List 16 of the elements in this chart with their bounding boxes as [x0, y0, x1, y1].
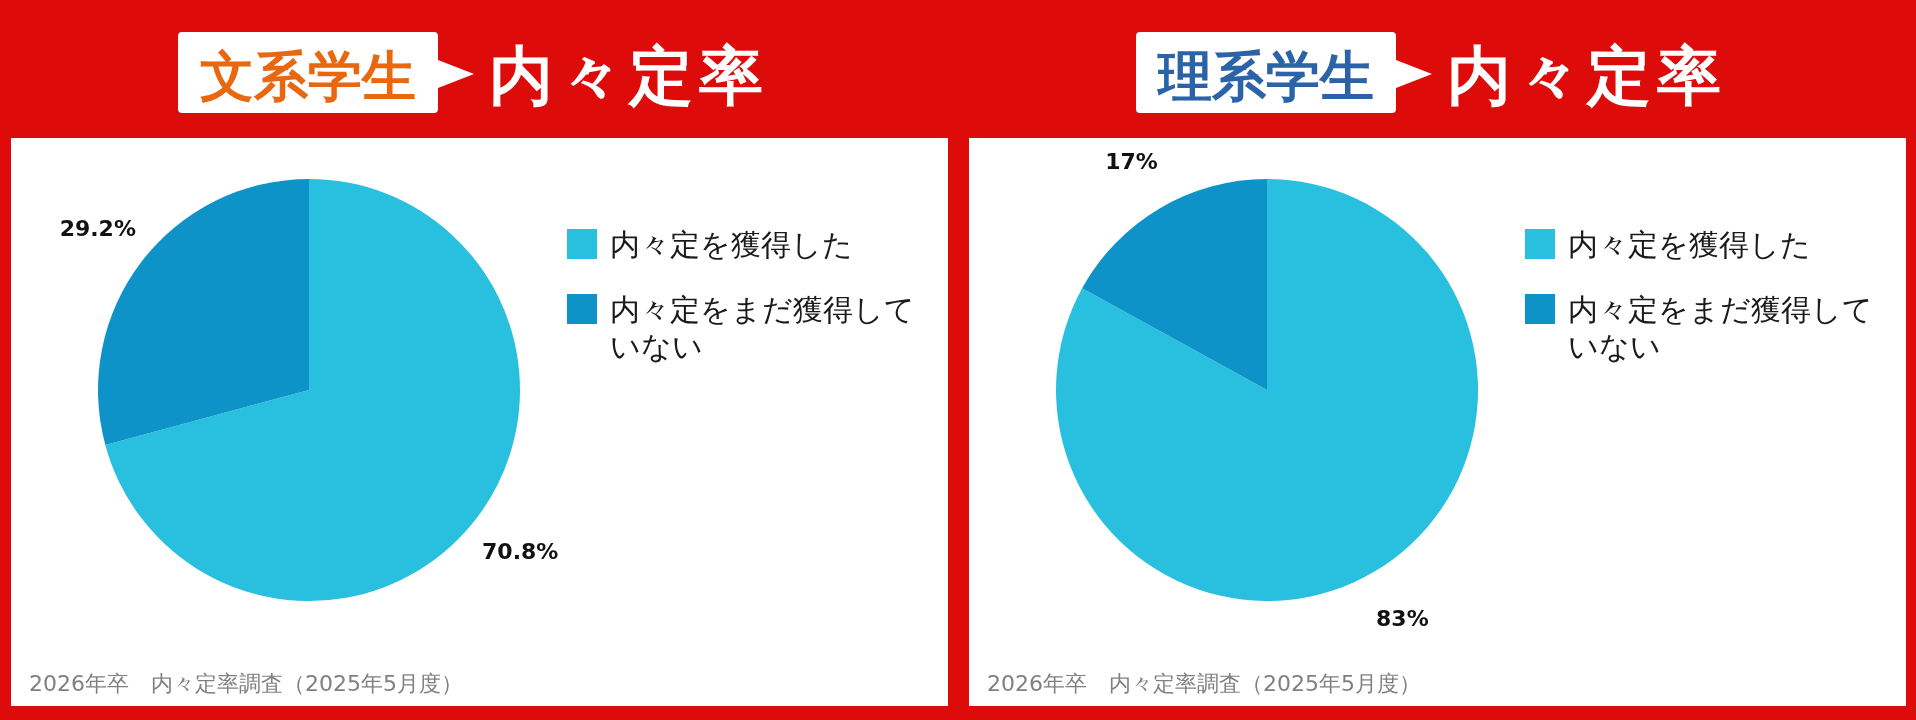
chart-subtitle: 内々定率 [489, 39, 769, 113]
pie-slice [1056, 179, 1478, 601]
data-label: 83% [1376, 606, 1429, 632]
legend-label: 内々定を獲得した [1568, 226, 1812, 263]
chart-subtitle: 内々定率 [1447, 39, 1727, 113]
data-label: 17% [1105, 148, 1158, 174]
chart-title: 理系学生 [1156, 44, 1374, 108]
text: 2026年卒 内々定率調査（2025年5月度） [29, 671, 463, 697]
text: 2026年卒 内々定率調査（2025年5月度） [987, 671, 1421, 697]
data-label: 70.8% [482, 539, 559, 565]
pie-slice [1082, 179, 1267, 390]
legend-label: 内々定をまだ獲得していない [610, 291, 916, 365]
legend-label: 内々定をまだ獲得していない [1568, 291, 1874, 365]
legend-label: 内々定を獲得した [610, 226, 854, 263]
data-label: 29.2% [59, 215, 136, 241]
chart-title: 文系学生 [200, 44, 416, 108]
